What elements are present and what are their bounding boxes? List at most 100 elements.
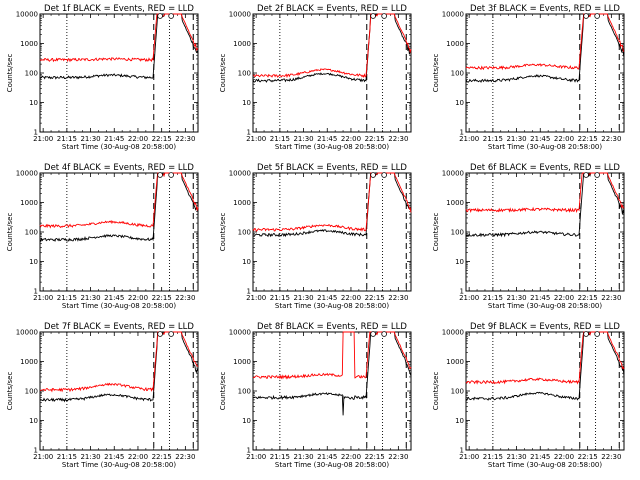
panel-det-6f: Det 6f BLACK = Events, RED = LLD 1 10 100 10…	[432, 163, 625, 310]
x-tick-label: 22:15	[365, 135, 385, 143]
y-tick-label: 1000	[20, 40, 38, 48]
series-events-line	[39, 331, 199, 403]
y-axis-label: Counts/sec	[432, 213, 440, 252]
x-axis-label: Start Time (30-Aug-08 20:58:00)	[62, 302, 176, 310]
series-lld-line	[39, 331, 199, 393]
y-axis-label: Counts/sec	[6, 213, 14, 252]
plot-frame	[39, 13, 199, 133]
peak-marker-circle	[583, 13, 589, 19]
x-tick-label: 21:00	[246, 294, 266, 302]
x-tick-label: 22:30	[601, 135, 621, 143]
y-axis-label: Counts/sec	[432, 54, 440, 93]
x-tick-label: 21:00	[459, 294, 479, 302]
x-tick-label: 21:00	[459, 453, 479, 461]
y-tick-label: 1000	[233, 199, 251, 207]
x-tick-label: 21:30	[293, 135, 313, 143]
series-events-line	[252, 13, 412, 83]
peak-marker-circle	[594, 331, 600, 337]
y-tick-label: 1	[247, 447, 251, 455]
x-tick-label: 22:15	[578, 294, 598, 302]
series-lld-line	[252, 331, 412, 380]
y-tick-label: 10	[455, 417, 464, 425]
y-tick-label: 100	[451, 388, 464, 396]
y-tick-label: 1	[460, 129, 464, 137]
chart-title: Det 2f BLACK = Events, RED = LLD	[257, 4, 407, 14]
x-tick-label: 22:00	[341, 135, 361, 143]
x-tick-label: 22:15	[152, 135, 172, 143]
peak-marker-circle	[381, 13, 387, 19]
y-tick-label: 1000	[446, 40, 464, 48]
series-events-line	[252, 331, 412, 416]
y-tick-label: 100	[238, 70, 251, 78]
x-tick-label: 21:45	[530, 453, 550, 461]
x-tick-label: 21:00	[33, 135, 53, 143]
x-axis-label: Start Time (30-Aug-08 20:58:00)	[488, 143, 602, 151]
y-tick-label: 100	[238, 229, 251, 237]
y-tick-label: 10000	[16, 170, 38, 178]
panel-det-5f: Det 5f BLACK = Events, RED = LLD 1 10 100 10…	[219, 163, 412, 310]
x-tick-label: 21:45	[317, 294, 337, 302]
plot-frame	[39, 331, 199, 451]
y-tick-label: 10	[455, 258, 464, 266]
x-tick-label: 22:30	[601, 453, 621, 461]
x-tick-label: 21:15	[270, 453, 290, 461]
y-tick-label: 10000	[442, 329, 464, 337]
peak-marker-circle	[594, 172, 600, 178]
x-tick-label: 22:00	[128, 453, 148, 461]
peak-marker-circle	[583, 331, 589, 337]
x-tick-label: 22:30	[175, 453, 195, 461]
x-tick-label: 21:15	[483, 453, 503, 461]
peak-marker-circle	[370, 172, 376, 178]
series-lld-line	[39, 172, 199, 229]
x-tick-label: 21:15	[57, 294, 77, 302]
y-tick-label: 10	[29, 417, 38, 425]
y-tick-label: 1	[460, 288, 464, 296]
x-tick-label: 21:00	[33, 453, 53, 461]
y-tick-label: 1000	[233, 358, 251, 366]
plot-frame	[252, 13, 412, 133]
chart-title: Det 1f BLACK = Events, RED = LLD	[44, 4, 194, 14]
peak-marker-circle	[157, 331, 163, 337]
x-tick-label: 21:45	[317, 453, 337, 461]
x-tick-label: 21:15	[483, 135, 503, 143]
peak-marker-circle	[370, 13, 376, 19]
series-lld-line	[39, 13, 199, 63]
y-tick-label: 1000	[233, 40, 251, 48]
x-tick-label: 22:15	[578, 453, 598, 461]
y-tick-label: 10	[29, 258, 38, 266]
x-axis-label: Start Time (30-Aug-08 20:58:00)	[62, 461, 176, 469]
x-axis-label: Start Time (30-Aug-08 20:58:00)	[62, 143, 176, 151]
y-tick-label: 100	[238, 388, 251, 396]
plot-frame	[252, 331, 412, 451]
x-tick-label: 21:15	[483, 294, 503, 302]
x-axis-label: Start Time (30-Aug-08 20:58:00)	[275, 302, 389, 310]
y-tick-label: 1000	[20, 199, 38, 207]
y-axis-label: Counts/sec	[219, 213, 227, 252]
y-tick-label: 10	[455, 99, 464, 107]
series-lld-line	[465, 331, 625, 385]
panel-det-7f: Det 7f BLACK = Events, RED = LLD 1 10 100 10…	[6, 322, 199, 469]
x-axis-label: Start Time (30-Aug-08 20:58:00)	[275, 461, 389, 469]
x-tick-label: 21:15	[270, 294, 290, 302]
y-tick-label: 10	[242, 417, 251, 425]
x-axis-label: Start Time (30-Aug-08 20:58:00)	[488, 302, 602, 310]
y-tick-label: 10000	[16, 329, 38, 337]
x-tick-label: 22:00	[341, 453, 361, 461]
x-tick-label: 22:15	[578, 135, 598, 143]
y-axis-label: Counts/sec	[219, 372, 227, 411]
chart-title: Det 6f BLACK = Events, RED = LLD	[470, 163, 620, 173]
y-tick-label: 1	[460, 447, 464, 455]
x-tick-label: 22:30	[601, 294, 621, 302]
y-tick-label: 10	[29, 99, 38, 107]
y-tick-label: 10000	[442, 170, 464, 178]
x-tick-label: 21:00	[246, 453, 266, 461]
y-tick-label: 1000	[446, 358, 464, 366]
x-tick-label: 22:00	[554, 135, 574, 143]
peak-marker-circle	[157, 172, 163, 178]
y-tick-label: 100	[451, 229, 464, 237]
x-tick-label: 22:00	[128, 135, 148, 143]
panel-det-3f: Det 3f BLACK = Events, RED = LLD 1 10 100 10…	[432, 4, 625, 151]
chart-title: Det 5f BLACK = Events, RED = LLD	[257, 163, 407, 173]
x-tick-label: 21:00	[246, 135, 266, 143]
series-events-line	[39, 13, 199, 80]
